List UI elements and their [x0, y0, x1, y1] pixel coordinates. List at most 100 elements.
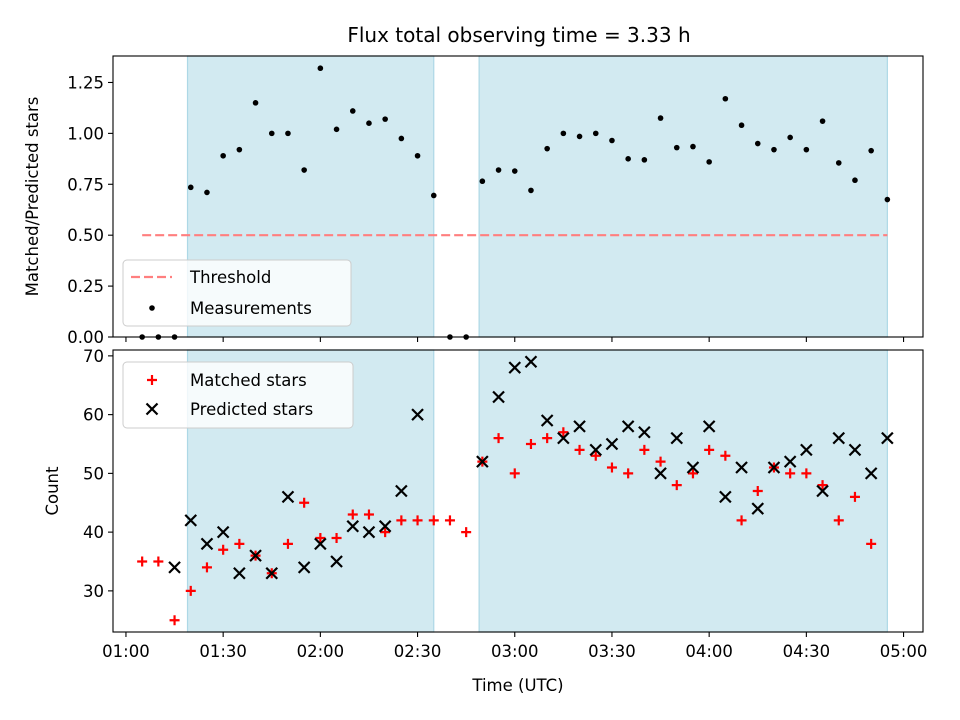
x-tick-label: 03:00	[491, 642, 539, 661]
matched-stars-point	[363, 509, 374, 520]
measurement-point	[333, 126, 340, 133]
measurement-point	[819, 118, 826, 124]
predicted-stars-point	[573, 420, 586, 433]
matched-stars-point	[428, 515, 439, 526]
predicted-stars-point	[800, 443, 813, 457]
measurement-point	[706, 159, 712, 165]
predicted-stars-point	[297, 561, 311, 574]
matched-stars-point	[542, 433, 553, 444]
y-tick-label: 0.75	[67, 175, 104, 194]
legend-predicted-label: Predicted stars	[190, 400, 313, 419]
matched-stars-point	[590, 450, 601, 461]
measurement-point	[301, 167, 307, 173]
matched-stars-point	[185, 585, 196, 596]
matched-stars-point	[461, 527, 472, 538]
matched-stars-point	[169, 615, 180, 626]
matched-stars-point	[234, 538, 245, 549]
axes-frame	[112, 55, 924, 338]
predicted-stars-point	[346, 519, 360, 533]
matched-stars-point	[655, 456, 666, 467]
predicted-stars-point	[378, 519, 392, 533]
measurement-point	[657, 115, 664, 121]
predicted-stars-point	[864, 467, 878, 480]
y-tick-label: 0.25	[67, 277, 104, 296]
y-tick-label: 1.25	[67, 73, 104, 92]
matched-stars-point	[704, 444, 715, 455]
measurement-point	[317, 65, 324, 72]
measurement-point	[544, 145, 550, 152]
matched-stars-point	[671, 480, 682, 491]
measurement-point	[592, 130, 599, 137]
measurement-point	[771, 146, 777, 153]
matched-stars-point	[315, 533, 326, 543]
matched-stars-point	[347, 509, 358, 520]
y-axis-label: Count	[43, 466, 62, 516]
measurement-point	[868, 147, 874, 154]
legend: Threshold Measurements	[122, 259, 352, 327]
measurement-point	[625, 156, 631, 162]
measurement-point	[349, 108, 356, 114]
measurement-point	[382, 116, 388, 122]
axes-frame	[112, 349, 924, 633]
matched-stars-point	[736, 515, 747, 526]
x-tick-label: 05:00	[880, 642, 928, 661]
measurement-point	[803, 146, 810, 153]
predicted-stars-point	[735, 461, 748, 474]
measurement-point	[236, 146, 243, 153]
predicted-stars-point	[767, 461, 781, 474]
predicted-stars-point	[557, 431, 570, 445]
matched-stars-point	[606, 462, 617, 473]
measurement-point	[641, 157, 648, 163]
measurement-point	[268, 130, 275, 137]
measurement-point	[673, 144, 680, 151]
predicted-stars-point	[362, 525, 376, 539]
predicted-stars-point	[751, 502, 765, 515]
matched-stars-point	[299, 497, 310, 508]
matched-stars-point	[833, 515, 844, 526]
matched-stars-point	[493, 433, 504, 444]
matched-stars-point	[331, 533, 342, 543]
x-tick-label: 04:30	[783, 642, 831, 661]
matched-stars-point	[623, 468, 634, 479]
measurement-point	[511, 168, 518, 174]
matched-stars-point	[153, 556, 164, 567]
predicted-stars-point	[216, 525, 230, 539]
predicted-stars-point	[330, 555, 343, 568]
predicted-stars-point	[702, 420, 716, 433]
predicted-stars-point	[476, 455, 489, 468]
matched-stars-point	[558, 427, 569, 438]
measurement-point	[835, 160, 842, 166]
predicted-stars-point	[168, 561, 181, 574]
predicted-stars-point	[524, 355, 538, 369]
measurement-point	[787, 134, 793, 141]
x-axis-label: Time (UTC)	[471, 676, 563, 695]
matched-stars-point	[282, 538, 293, 549]
matched-stars-point	[720, 450, 731, 461]
measurement-point	[852, 177, 858, 184]
matched-stars-point	[817, 480, 828, 491]
legend: Matched stars Predicted stars	[122, 361, 354, 429]
x-tick-label: 04:00	[685, 642, 733, 661]
predicted-stars-point	[395, 484, 408, 498]
matched-stars-point	[218, 544, 229, 555]
measurement-point	[479, 178, 486, 185]
matched-stars-point	[137, 556, 148, 567]
predicted-stars-point	[249, 549, 262, 562]
matched-stars-point	[525, 439, 536, 449]
predicted-stars-point	[540, 414, 554, 427]
y-tick-label: 0.00	[67, 328, 104, 347]
predicted-stars-point	[281, 490, 295, 504]
legend-measurements-swatch	[149, 305, 155, 311]
matched-stars-point	[412, 515, 423, 526]
measurement-point	[609, 137, 615, 144]
measurement-point	[398, 135, 405, 142]
predicted-stars-point	[508, 361, 522, 374]
legend-matched-swatch	[147, 375, 157, 385]
predicted-stars-point	[265, 566, 279, 580]
predicted-stars-point	[233, 566, 246, 580]
y-tick-label: 50	[83, 464, 104, 483]
measurement-point	[414, 152, 421, 159]
legend-predicted-swatch	[145, 402, 159, 416]
predicted-stars-point	[411, 408, 424, 421]
y-tick-label: 60	[83, 406, 104, 425]
